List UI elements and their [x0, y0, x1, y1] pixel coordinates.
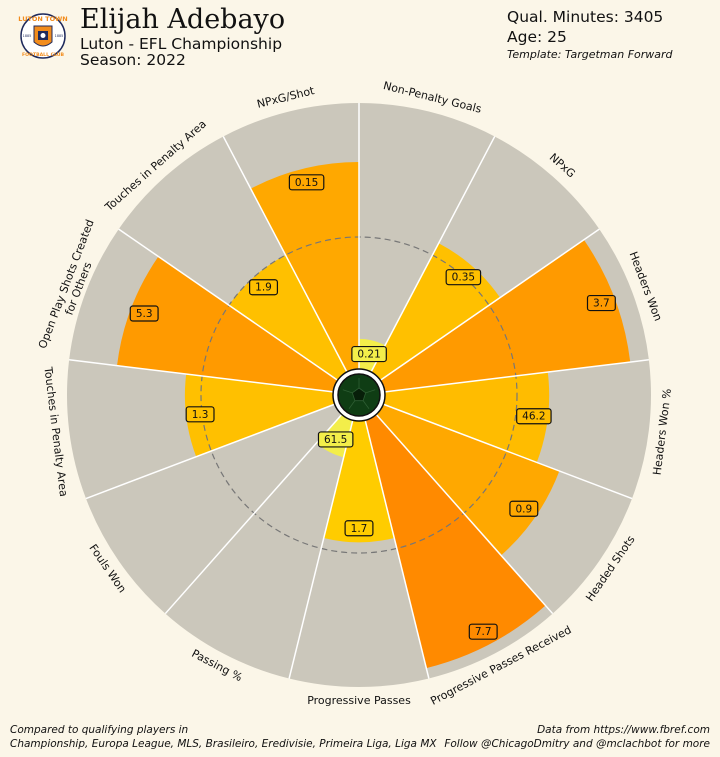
template-label: Template: Targetman Forward: [507, 48, 673, 61]
metric-label-headers-won-3: Headers Won %: [651, 388, 674, 476]
value-badge-box: [509, 500, 539, 517]
divider-9: [85, 402, 337, 500]
value-badge-1: 0.35: [445, 269, 482, 286]
divider-3: [382, 359, 649, 393]
value-badge-box: [344, 520, 374, 537]
divider-10: [69, 359, 336, 393]
value-badge-2: 3.7: [586, 294, 616, 312]
slice-bar-headers-won-3: [381, 372, 550, 463]
data-source-note: Data from https://www.fbref.com: [537, 724, 710, 736]
slice-bar-progressive-passes-6: [323, 418, 395, 543]
slice-bg-progressive-passes-6: [289, 418, 429, 687]
slice-bars: [117, 161, 631, 669]
ball-seam: [342, 389, 353, 394]
value-label-non-penalty-goals-0: 0.21: [357, 349, 380, 361]
value-label-npxg-shot-12: 0.15: [295, 177, 318, 189]
ball-seam: [365, 389, 376, 394]
slice-bg-non-penalty-goals-0: [359, 103, 495, 374]
metric-label-line: Touches in Penalty Area: [41, 365, 70, 497]
divider-4: [381, 402, 633, 500]
comparison-note-line-2: Championship, Europa League, MLS, Brasil…: [10, 738, 437, 750]
value-label-touches-in-penalty-area-9: 1.3: [192, 409, 209, 421]
slice-bar-npxg-shot-12: [250, 161, 359, 374]
divider-11: [118, 228, 340, 382]
svg-text:LUTON TOWN: LUTON TOWN: [18, 15, 67, 23]
value-badge-10: 5.3: [129, 305, 159, 322]
slice-bar-progressive-passes-received-5: [364, 412, 546, 669]
minutes-label: Qual. Minutes: 3405: [507, 8, 664, 26]
value-labels: 0.21 0.35 3.7 46.2 0.9 7.7 1.7 61.5 1.3 5.3 1.9 0.1…: [129, 174, 616, 640]
slice-bar-open-play-shots-created-for-others-10: [117, 256, 340, 393]
club-badge-logo: LUTON TOWN FOOTBALL CLUB 1885 1885: [18, 4, 68, 68]
follow-note: Follow @ChicagoDmitry and @mclachbot for…: [444, 738, 710, 750]
value-label-touches-in-penalty-area-11: 1.9: [255, 282, 272, 294]
svg-text:FOOTBALL CLUB: FOOTBALL CLUB: [22, 52, 64, 58]
age-label: Age: 25: [507, 28, 567, 46]
value-badge-12: 0.15: [288, 174, 325, 191]
svg-text:1885: 1885: [55, 34, 64, 38]
value-badge-box: [516, 408, 552, 425]
value-badge-box: [445, 269, 482, 286]
divider-1: [369, 136, 496, 375]
divider-8: [164, 412, 344, 615]
ball-seam: [362, 400, 370, 409]
value-badge-box: [249, 279, 279, 296]
value-badge-11: 1.9: [249, 279, 279, 296]
value-badge-9: 1.3: [185, 406, 215, 423]
value-badge-7: 61.5: [317, 431, 354, 448]
value-badge-box: [129, 305, 159, 322]
divider-2: [378, 228, 600, 382]
divider-7: [288, 418, 354, 679]
value-label-headed-shots-4: 0.9: [515, 503, 532, 515]
divider-6: [364, 418, 430, 679]
value-label-progressive-passes-received-5: 7.7: [475, 626, 492, 638]
value-badge-box: [586, 294, 616, 312]
value-label-npxg-1: 0.35: [452, 272, 475, 284]
slice-bg-passing-7: [165, 412, 354, 679]
ball-pentagon: [351, 387, 367, 402]
value-badge-box: [288, 174, 325, 191]
value-badge-box: [468, 623, 498, 640]
center-ball-icon: [332, 368, 386, 422]
season-label: Season: 2022: [80, 51, 186, 69]
value-label-headers-won-3: 46.2: [522, 411, 545, 423]
league-label: Luton - EFL Championship: [80, 35, 283, 53]
ball-seam: [348, 400, 356, 409]
value-label-passing-7: 61.5: [324, 434, 347, 446]
value-badge-box: [351, 345, 387, 363]
metric-label-line: NPxG/Shot: [256, 84, 317, 111]
slice-bar-headed-shots-4: [374, 403, 560, 556]
slice-bar-touches-in-penalty-area-9: [184, 374, 337, 457]
player-name: Elijah Adebayo: [80, 4, 286, 35]
metric-label-npxg-shot-12: NPxG/Shot: [256, 84, 317, 111]
value-badge-4: 0.9: [509, 500, 539, 517]
metric-label-line: Progressive Passes: [307, 694, 411, 707]
value-label-open-play-shots-created-for-others-10: 5.3: [136, 308, 153, 320]
slice-dividers: [69, 103, 649, 679]
value-label-headers-won-2: 3.7: [593, 298, 610, 310]
value-badge-0: 0.21: [351, 345, 387, 363]
value-badge-5: 7.7: [468, 623, 498, 640]
divider-5: [374, 412, 554, 615]
metric-label-progressive-passes-6: Progressive Passes: [307, 694, 411, 707]
value-badge-box: [185, 406, 215, 423]
value-badge-6: 1.7: [344, 520, 374, 537]
comparison-note-line-1: Compared to qualifying players in: [10, 724, 189, 736]
slice-bar-headers-won-2: [378, 239, 631, 393]
metric-label-touches-in-penalty-area-9: Touches in Penalty Area: [41, 365, 70, 497]
slice-bg-fouls-won-8: [85, 403, 344, 614]
metric-label-line: Headers Won %: [651, 388, 674, 476]
value-badge-3: 46.2: [516, 408, 552, 425]
svg-text:1885: 1885: [23, 34, 32, 38]
value-badge-box: [317, 431, 354, 448]
value-label-progressive-passes-6: 1.7: [351, 523, 368, 535]
divider-12: [222, 136, 349, 375]
